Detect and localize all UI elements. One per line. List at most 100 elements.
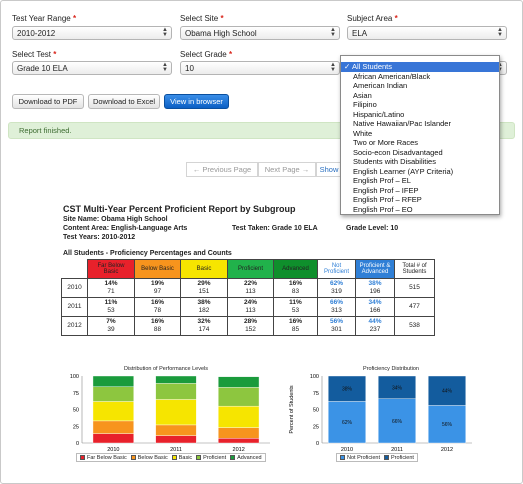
dropdown-option-label: Filipino bbox=[353, 100, 377, 109]
bar-segment bbox=[92, 420, 134, 434]
value-cell: 28% 152 bbox=[227, 316, 274, 336]
count-value: 313 bbox=[331, 307, 342, 314]
subject-select[interactable]: ELA ▲ ▼ bbox=[347, 26, 507, 40]
dropdown-option-label: English Prof – RFEP bbox=[353, 195, 422, 204]
header-proficient-advanced: Proficient & Advanced bbox=[355, 259, 395, 279]
dropdown-option[interactable]: African American/Black bbox=[341, 72, 499, 82]
download-excel-button[interactable]: Download to Excel bbox=[88, 94, 160, 109]
dropdown-option[interactable]: ✓ All Students bbox=[341, 62, 499, 72]
percent-value: 28% bbox=[243, 318, 257, 325]
test-select[interactable]: Grade 10 ELA ▲ ▼ bbox=[12, 61, 172, 75]
select-arrows-icon: ▲ ▼ bbox=[497, 27, 503, 38]
dropdown-option[interactable]: Native Hawaiian/Pac Islander bbox=[341, 119, 499, 129]
count-value: 97 bbox=[153, 288, 162, 295]
dropdown-option[interactable]: Filipino bbox=[341, 100, 499, 110]
percent-value: 38% bbox=[197, 299, 211, 306]
test-years: Test Years: 2010-2012 bbox=[63, 234, 136, 241]
download-pdf-button[interactable]: Download to PDF bbox=[12, 94, 84, 109]
data-label: 38% bbox=[342, 387, 353, 393]
legend-item: Far Below Basic bbox=[80, 455, 127, 461]
count-value: 85 bbox=[291, 326, 300, 333]
bar-segment bbox=[92, 401, 134, 422]
legend-item: Basic bbox=[171, 454, 192, 461]
report-title: CST Multi-Year Percent Proficient Report… bbox=[63, 204, 296, 214]
dropdown-option[interactable]: American Indian bbox=[341, 81, 499, 91]
dropdown-option[interactable]: Students with Disabilities bbox=[341, 157, 499, 167]
view-in-browser-button[interactable]: View in browser bbox=[164, 94, 229, 109]
percent-value: 66% bbox=[329, 299, 343, 306]
dropdown-option[interactable]: Socio-econ Disadvantaged bbox=[341, 148, 499, 158]
dropdown-option-label: Asian bbox=[353, 90, 372, 100]
x-tick-label: 2011 bbox=[170, 447, 182, 453]
legend-item: Not Proficient bbox=[340, 455, 380, 461]
grade-label: Select Grade * bbox=[180, 50, 233, 59]
bar-segment bbox=[328, 401, 366, 444]
data-label: 56% bbox=[442, 422, 453, 428]
count-value: 39 bbox=[107, 326, 115, 333]
legend-item: Advanced bbox=[230, 454, 262, 461]
dropdown-option[interactable]: White bbox=[341, 129, 499, 139]
total-cell: 515 bbox=[394, 278, 435, 298]
value-cell: 11% 53 bbox=[87, 297, 135, 317]
legend-label: Advanced bbox=[237, 454, 262, 461]
legend-label: Proficient bbox=[391, 454, 414, 461]
test-year-select[interactable]: 2010-2012 ▲ ▼ bbox=[12, 26, 172, 40]
total-cell: 477 bbox=[394, 297, 435, 317]
bar-segment bbox=[92, 433, 134, 444]
test-year-label: Test Year Range * bbox=[12, 14, 77, 23]
dropdown-option[interactable]: Asian bbox=[341, 91, 499, 101]
y-tick-label: 0 bbox=[76, 441, 79, 447]
dropdown-option[interactable]: English Prof – EO bbox=[341, 205, 499, 215]
value-cell: 7% 39 bbox=[87, 316, 135, 336]
dropdown-option[interactable]: English Learner (AYP Criteria) bbox=[341, 167, 499, 177]
count-value: 88 bbox=[153, 326, 162, 333]
value-cell: 16% 85 bbox=[273, 316, 318, 336]
table-row: 2010 14% 71 19% 97 29% 151 22% 113 16% 83 62% 319 38%… bbox=[61, 278, 435, 298]
previous-page-button[interactable]: ← Previous Page bbox=[186, 162, 258, 177]
dropdown-option-label: White bbox=[353, 128, 373, 138]
bar-segment bbox=[218, 427, 260, 439]
bar-segment bbox=[328, 375, 366, 402]
header-total-students: Total # of Students bbox=[394, 259, 435, 279]
year-cell: 2011 bbox=[61, 297, 88, 317]
dropdown-option[interactable]: English Prof – EL bbox=[341, 176, 499, 186]
bar-segment bbox=[155, 383, 197, 400]
value-cell: 38% 196 bbox=[355, 278, 395, 298]
value-cell: 16% 78 bbox=[134, 297, 181, 317]
dropdown-option[interactable]: Two or More Races bbox=[341, 138, 499, 148]
value-cell: 24% 113 bbox=[227, 297, 274, 317]
dropdown-option[interactable]: Hispanic/Latino bbox=[341, 110, 499, 120]
dropdown-option[interactable]: English Prof – IFEP bbox=[341, 186, 499, 196]
content-area: Content Area: English-Language Arts bbox=[63, 225, 188, 232]
value-cell: 22% 113 bbox=[227, 278, 274, 298]
bar-segment bbox=[155, 424, 197, 436]
site-select[interactable]: Obama High School ▲ ▼ bbox=[180, 26, 340, 40]
legend-swatch bbox=[171, 454, 177, 460]
x-tick-label: 2012 bbox=[441, 447, 453, 453]
y-tick-label: 25 bbox=[73, 424, 79, 430]
count-value: 319 bbox=[331, 288, 342, 295]
total-cell: 538 bbox=[394, 316, 435, 336]
bar-segment bbox=[378, 398, 416, 444]
count-value: 151 bbox=[198, 288, 210, 295]
legend-item: Proficient bbox=[196, 455, 226, 461]
bar-segment bbox=[218, 376, 260, 388]
percent-value: 38% bbox=[368, 280, 382, 287]
bar-segment bbox=[155, 375, 197, 384]
dropdown-option-label: Hispanic/Latino bbox=[353, 109, 405, 119]
percent-value: 16% bbox=[288, 318, 302, 325]
performance-levels-chart: Distribution of Performance Levels 0 25 50… bbox=[60, 366, 272, 476]
header-basic: Basic bbox=[180, 259, 228, 279]
bar-segment bbox=[92, 375, 134, 387]
grade-select[interactable]: 10 ▲ ▼ bbox=[180, 61, 340, 75]
percent-value: 11% bbox=[104, 299, 118, 306]
y-axis-label: Percent of Students bbox=[289, 385, 295, 434]
bar-segment bbox=[428, 375, 466, 406]
show-button[interactable]: Show bbox=[316, 162, 342, 177]
grade-level: Grade Level: 10 bbox=[346, 225, 399, 232]
value-cell: 11% 53 bbox=[273, 297, 318, 317]
subgroup-dropdown-list[interactable]: ✓ All Students African American/Black Amer… bbox=[340, 55, 500, 215]
next-page-button[interactable]: Next Page → bbox=[258, 162, 316, 177]
dropdown-option[interactable]: English Prof – RFEP bbox=[341, 195, 499, 205]
percent-value: 14% bbox=[104, 280, 118, 287]
